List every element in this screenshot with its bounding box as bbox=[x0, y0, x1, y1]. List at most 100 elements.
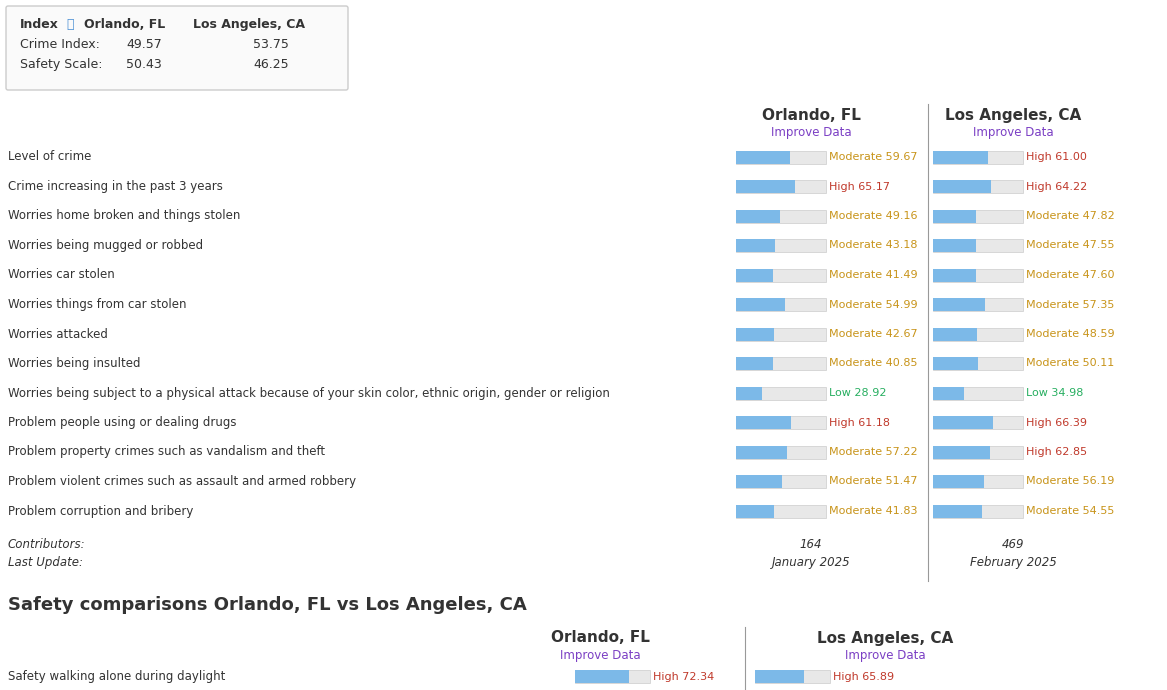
Text: Moderate 47.55: Moderate 47.55 bbox=[1026, 241, 1114, 250]
Text: 49.57: 49.57 bbox=[126, 38, 162, 51]
Text: High 65.17: High 65.17 bbox=[829, 181, 890, 192]
Bar bbox=[932, 446, 1023, 458]
Text: High 72.34: High 72.34 bbox=[654, 671, 714, 682]
Text: High 64.22: High 64.22 bbox=[1026, 181, 1088, 192]
Text: High 61.00: High 61.00 bbox=[1026, 152, 1086, 162]
Text: High 62.85: High 62.85 bbox=[1026, 447, 1088, 457]
Bar bbox=[736, 386, 762, 400]
Text: Problem violent crimes such as assault and armed robbery: Problem violent crimes such as assault a… bbox=[8, 475, 356, 488]
Bar bbox=[736, 210, 781, 222]
Bar bbox=[736, 298, 785, 311]
Bar bbox=[932, 357, 1023, 370]
Bar bbox=[736, 150, 790, 164]
Text: Improve Data: Improve Data bbox=[972, 126, 1054, 139]
Text: Orlando, FL: Orlando, FL bbox=[551, 631, 650, 646]
Bar bbox=[736, 475, 782, 488]
Bar bbox=[932, 357, 978, 370]
Bar bbox=[932, 386, 1023, 400]
Bar bbox=[736, 180, 826, 193]
Text: Moderate 54.55: Moderate 54.55 bbox=[1026, 506, 1114, 516]
Bar bbox=[932, 239, 976, 252]
Bar bbox=[736, 268, 774, 282]
Text: Moderate 41.83: Moderate 41.83 bbox=[829, 506, 917, 516]
Text: Level of crime: Level of crime bbox=[8, 150, 91, 164]
Text: Worries being subject to a physical attack because of your skin color, ethnic or: Worries being subject to a physical atta… bbox=[8, 386, 610, 400]
Text: January 2025: January 2025 bbox=[771, 556, 851, 569]
Bar bbox=[932, 239, 1023, 252]
Bar bbox=[736, 504, 826, 518]
Text: Improve Data: Improve Data bbox=[845, 649, 925, 662]
Text: High 61.18: High 61.18 bbox=[829, 417, 890, 428]
Bar bbox=[736, 446, 788, 458]
Text: Orlando, FL: Orlando, FL bbox=[762, 108, 860, 123]
Bar bbox=[932, 180, 991, 193]
Text: Low 34.98: Low 34.98 bbox=[1026, 388, 1083, 398]
Text: Moderate 48.59: Moderate 48.59 bbox=[1026, 329, 1114, 339]
Text: Worries being insulted: Worries being insulted bbox=[8, 357, 140, 370]
Text: Moderate 57.22: Moderate 57.22 bbox=[829, 447, 917, 457]
Text: Moderate 56.19: Moderate 56.19 bbox=[1026, 477, 1114, 486]
Bar bbox=[932, 180, 1023, 193]
Bar bbox=[736, 239, 775, 252]
Text: Los Angeles, CA: Los Angeles, CA bbox=[817, 631, 953, 646]
Text: Problem corruption and bribery: Problem corruption and bribery bbox=[8, 504, 194, 518]
Bar bbox=[736, 328, 775, 340]
Bar bbox=[736, 416, 826, 429]
Text: Worries car stolen: Worries car stolen bbox=[8, 268, 114, 282]
Bar bbox=[755, 670, 804, 683]
Bar bbox=[932, 416, 993, 429]
Text: Worries things from car stolen: Worries things from car stolen bbox=[8, 298, 187, 311]
Text: High 66.39: High 66.39 bbox=[1026, 417, 1086, 428]
Bar bbox=[932, 268, 1023, 282]
Text: Index: Index bbox=[20, 18, 58, 31]
Bar bbox=[736, 446, 826, 458]
Text: 469: 469 bbox=[1001, 538, 1025, 551]
Bar bbox=[736, 150, 826, 164]
Text: Crime increasing in the past 3 years: Crime increasing in the past 3 years bbox=[8, 180, 223, 193]
Bar bbox=[736, 475, 826, 488]
Bar bbox=[932, 328, 1023, 340]
Text: Contributors:: Contributors: bbox=[8, 538, 85, 551]
Text: Moderate 57.35: Moderate 57.35 bbox=[1026, 299, 1114, 310]
Text: Safety comparisons Orlando, FL vs Los Angeles, CA: Safety comparisons Orlando, FL vs Los An… bbox=[8, 596, 526, 615]
Bar bbox=[932, 328, 977, 340]
FancyBboxPatch shape bbox=[6, 6, 348, 90]
Text: Problem property crimes such as vandalism and theft: Problem property crimes such as vandalis… bbox=[8, 446, 326, 458]
Bar bbox=[755, 670, 830, 683]
Bar bbox=[736, 298, 826, 311]
Bar bbox=[932, 416, 1023, 429]
Text: Moderate 49.16: Moderate 49.16 bbox=[829, 211, 917, 221]
Text: Moderate 54.99: Moderate 54.99 bbox=[829, 299, 917, 310]
Bar bbox=[736, 504, 774, 518]
Text: Moderate 41.49: Moderate 41.49 bbox=[829, 270, 917, 280]
Bar bbox=[932, 446, 990, 458]
Text: Worries being mugged or robbed: Worries being mugged or robbed bbox=[8, 239, 203, 252]
Bar bbox=[575, 670, 650, 683]
Bar bbox=[736, 268, 826, 282]
Text: High 65.89: High 65.89 bbox=[833, 671, 894, 682]
Text: Worries attacked: Worries attacked bbox=[8, 328, 107, 340]
Bar bbox=[932, 504, 1023, 518]
Bar bbox=[932, 386, 964, 400]
Bar bbox=[932, 475, 984, 488]
Bar bbox=[932, 268, 976, 282]
Text: Last Update:: Last Update: bbox=[8, 556, 83, 569]
Bar bbox=[736, 416, 791, 429]
Text: Orlando, FL: Orlando, FL bbox=[84, 18, 166, 31]
Text: 46.25: 46.25 bbox=[253, 58, 288, 71]
Text: Los Angeles, CA: Los Angeles, CA bbox=[193, 18, 305, 31]
Text: Safety walking alone during daylight: Safety walking alone during daylight bbox=[8, 670, 225, 683]
Bar bbox=[575, 670, 629, 683]
Text: 53.75: 53.75 bbox=[253, 38, 289, 51]
Text: Moderate 47.82: Moderate 47.82 bbox=[1026, 211, 1114, 221]
Bar bbox=[932, 504, 983, 518]
Text: Improve Data: Improve Data bbox=[770, 126, 851, 139]
Bar bbox=[932, 210, 976, 222]
Text: Problem people using or dealing drugs: Problem people using or dealing drugs bbox=[8, 416, 237, 429]
Bar bbox=[736, 180, 795, 193]
Bar bbox=[736, 357, 773, 370]
Text: Moderate 47.60: Moderate 47.60 bbox=[1026, 270, 1114, 280]
Text: Safety Scale:: Safety Scale: bbox=[20, 58, 103, 71]
Bar bbox=[932, 475, 1023, 488]
Text: 50.43: 50.43 bbox=[126, 58, 162, 71]
